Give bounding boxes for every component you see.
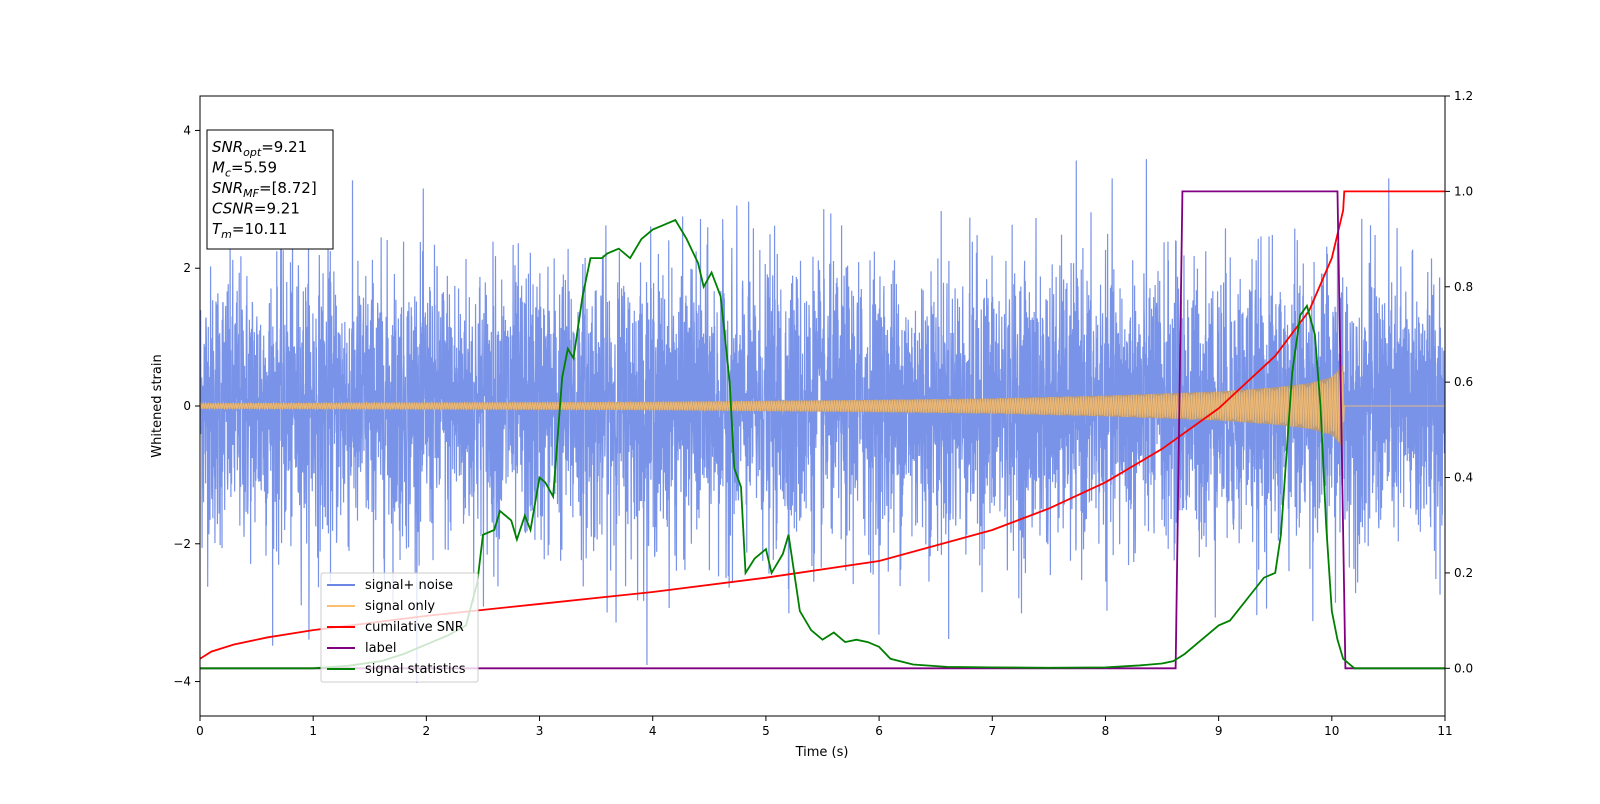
x-tick-label: 10 xyxy=(1324,724,1339,738)
x-tick-label: 4 xyxy=(649,724,657,738)
y-tick-label: −2 xyxy=(173,537,191,551)
x-axis: 0 1 2 3 4 5 6 7 8 9 10 11 xyxy=(196,716,1453,738)
y-tick-label: 0 xyxy=(183,399,191,413)
info-box-subscript: c xyxy=(225,167,231,180)
y-axis-left: 4 2 0 −2 −4 xyxy=(173,123,200,689)
legend-label: label xyxy=(365,641,396,656)
y-tick-label: 2 xyxy=(183,261,191,275)
info-box-symbol: M xyxy=(212,159,225,177)
info-box-line: CSNR=9.21 xyxy=(212,200,300,218)
x-tick-label: 5 xyxy=(762,724,770,738)
y2-tick-label: 0.0 xyxy=(1454,661,1473,675)
y2-tick-label: 0.6 xyxy=(1454,375,1473,389)
x-tick-label: 1 xyxy=(309,724,317,738)
x-tick-label: 9 xyxy=(1215,724,1223,738)
x-tick-label: 8 xyxy=(1102,724,1110,738)
info-box-subscript: m xyxy=(221,228,232,241)
x-tick-label: 7 xyxy=(988,724,996,738)
y2-tick-label: 0.2 xyxy=(1454,566,1473,580)
y-tick-label: −4 xyxy=(173,675,191,689)
info-box-symbol: T xyxy=(212,220,223,238)
y2-tick-label: 0.4 xyxy=(1454,471,1473,485)
legend: signal+ noise signal only cumilative SNR la… xyxy=(320,572,479,683)
series-signal-statistics-line xyxy=(200,218,1445,670)
legend-label: cumilative SNR xyxy=(365,620,464,635)
x-tick-label: 6 xyxy=(875,724,883,738)
x-tick-label: 2 xyxy=(423,724,431,738)
info-box-line: Mc=5.59 xyxy=(212,159,277,180)
x-axis-label: Time (s) xyxy=(795,745,849,760)
info-box-value: =5.59 xyxy=(231,159,277,177)
info-box-value: =10.11 xyxy=(232,220,288,238)
info-box: SNRopt=9.21Mc=5.59SNRMF=[8.72]CSNR=9.21T… xyxy=(206,129,334,250)
info-box-value: =[8.72] xyxy=(259,179,317,197)
x-tick-label: 11 xyxy=(1437,724,1452,738)
info-box-value: =9.21 xyxy=(261,138,307,156)
x-tick-label: 3 xyxy=(536,724,544,738)
info-box-line: SNRopt=9.21 xyxy=(212,138,307,159)
info-box-symbol: CSNR xyxy=(212,200,254,218)
info-box-value: =9.21 xyxy=(254,200,300,218)
x-tick-label: 0 xyxy=(196,724,204,738)
y-axis-right: 1.2 1.0 0.8 0.6 0.4 0.2 0.0 xyxy=(1445,89,1473,675)
info-box-line: SNRMF=[8.72] xyxy=(212,179,317,200)
series-signal-noise-line xyxy=(200,159,1445,684)
info-box-subscript: opt xyxy=(243,146,262,159)
y2-tick-label: 1.2 xyxy=(1454,89,1473,103)
y2-tick-label: 0.8 xyxy=(1454,280,1473,294)
y-tick-label: 4 xyxy=(183,123,191,137)
info-box-frame xyxy=(206,129,334,250)
info-box-line: Tm=10.11 xyxy=(212,220,287,241)
info-box-symbol: SNR xyxy=(212,179,243,197)
y-axis-label: Whitened strain xyxy=(150,354,165,457)
plot-area xyxy=(200,159,1445,684)
info-box-symbol: SNR xyxy=(212,138,243,156)
series-cumilative-snr-line xyxy=(200,190,1445,660)
series-signal-only-line xyxy=(200,371,1445,446)
legend-label: signal statistics xyxy=(365,662,466,677)
legend-frame xyxy=(320,572,479,683)
legend-label: signal only xyxy=(365,599,435,614)
y2-tick-label: 1.0 xyxy=(1454,184,1473,198)
legend-label: signal+ noise xyxy=(365,578,453,593)
info-box-subscript: MF xyxy=(243,187,259,200)
